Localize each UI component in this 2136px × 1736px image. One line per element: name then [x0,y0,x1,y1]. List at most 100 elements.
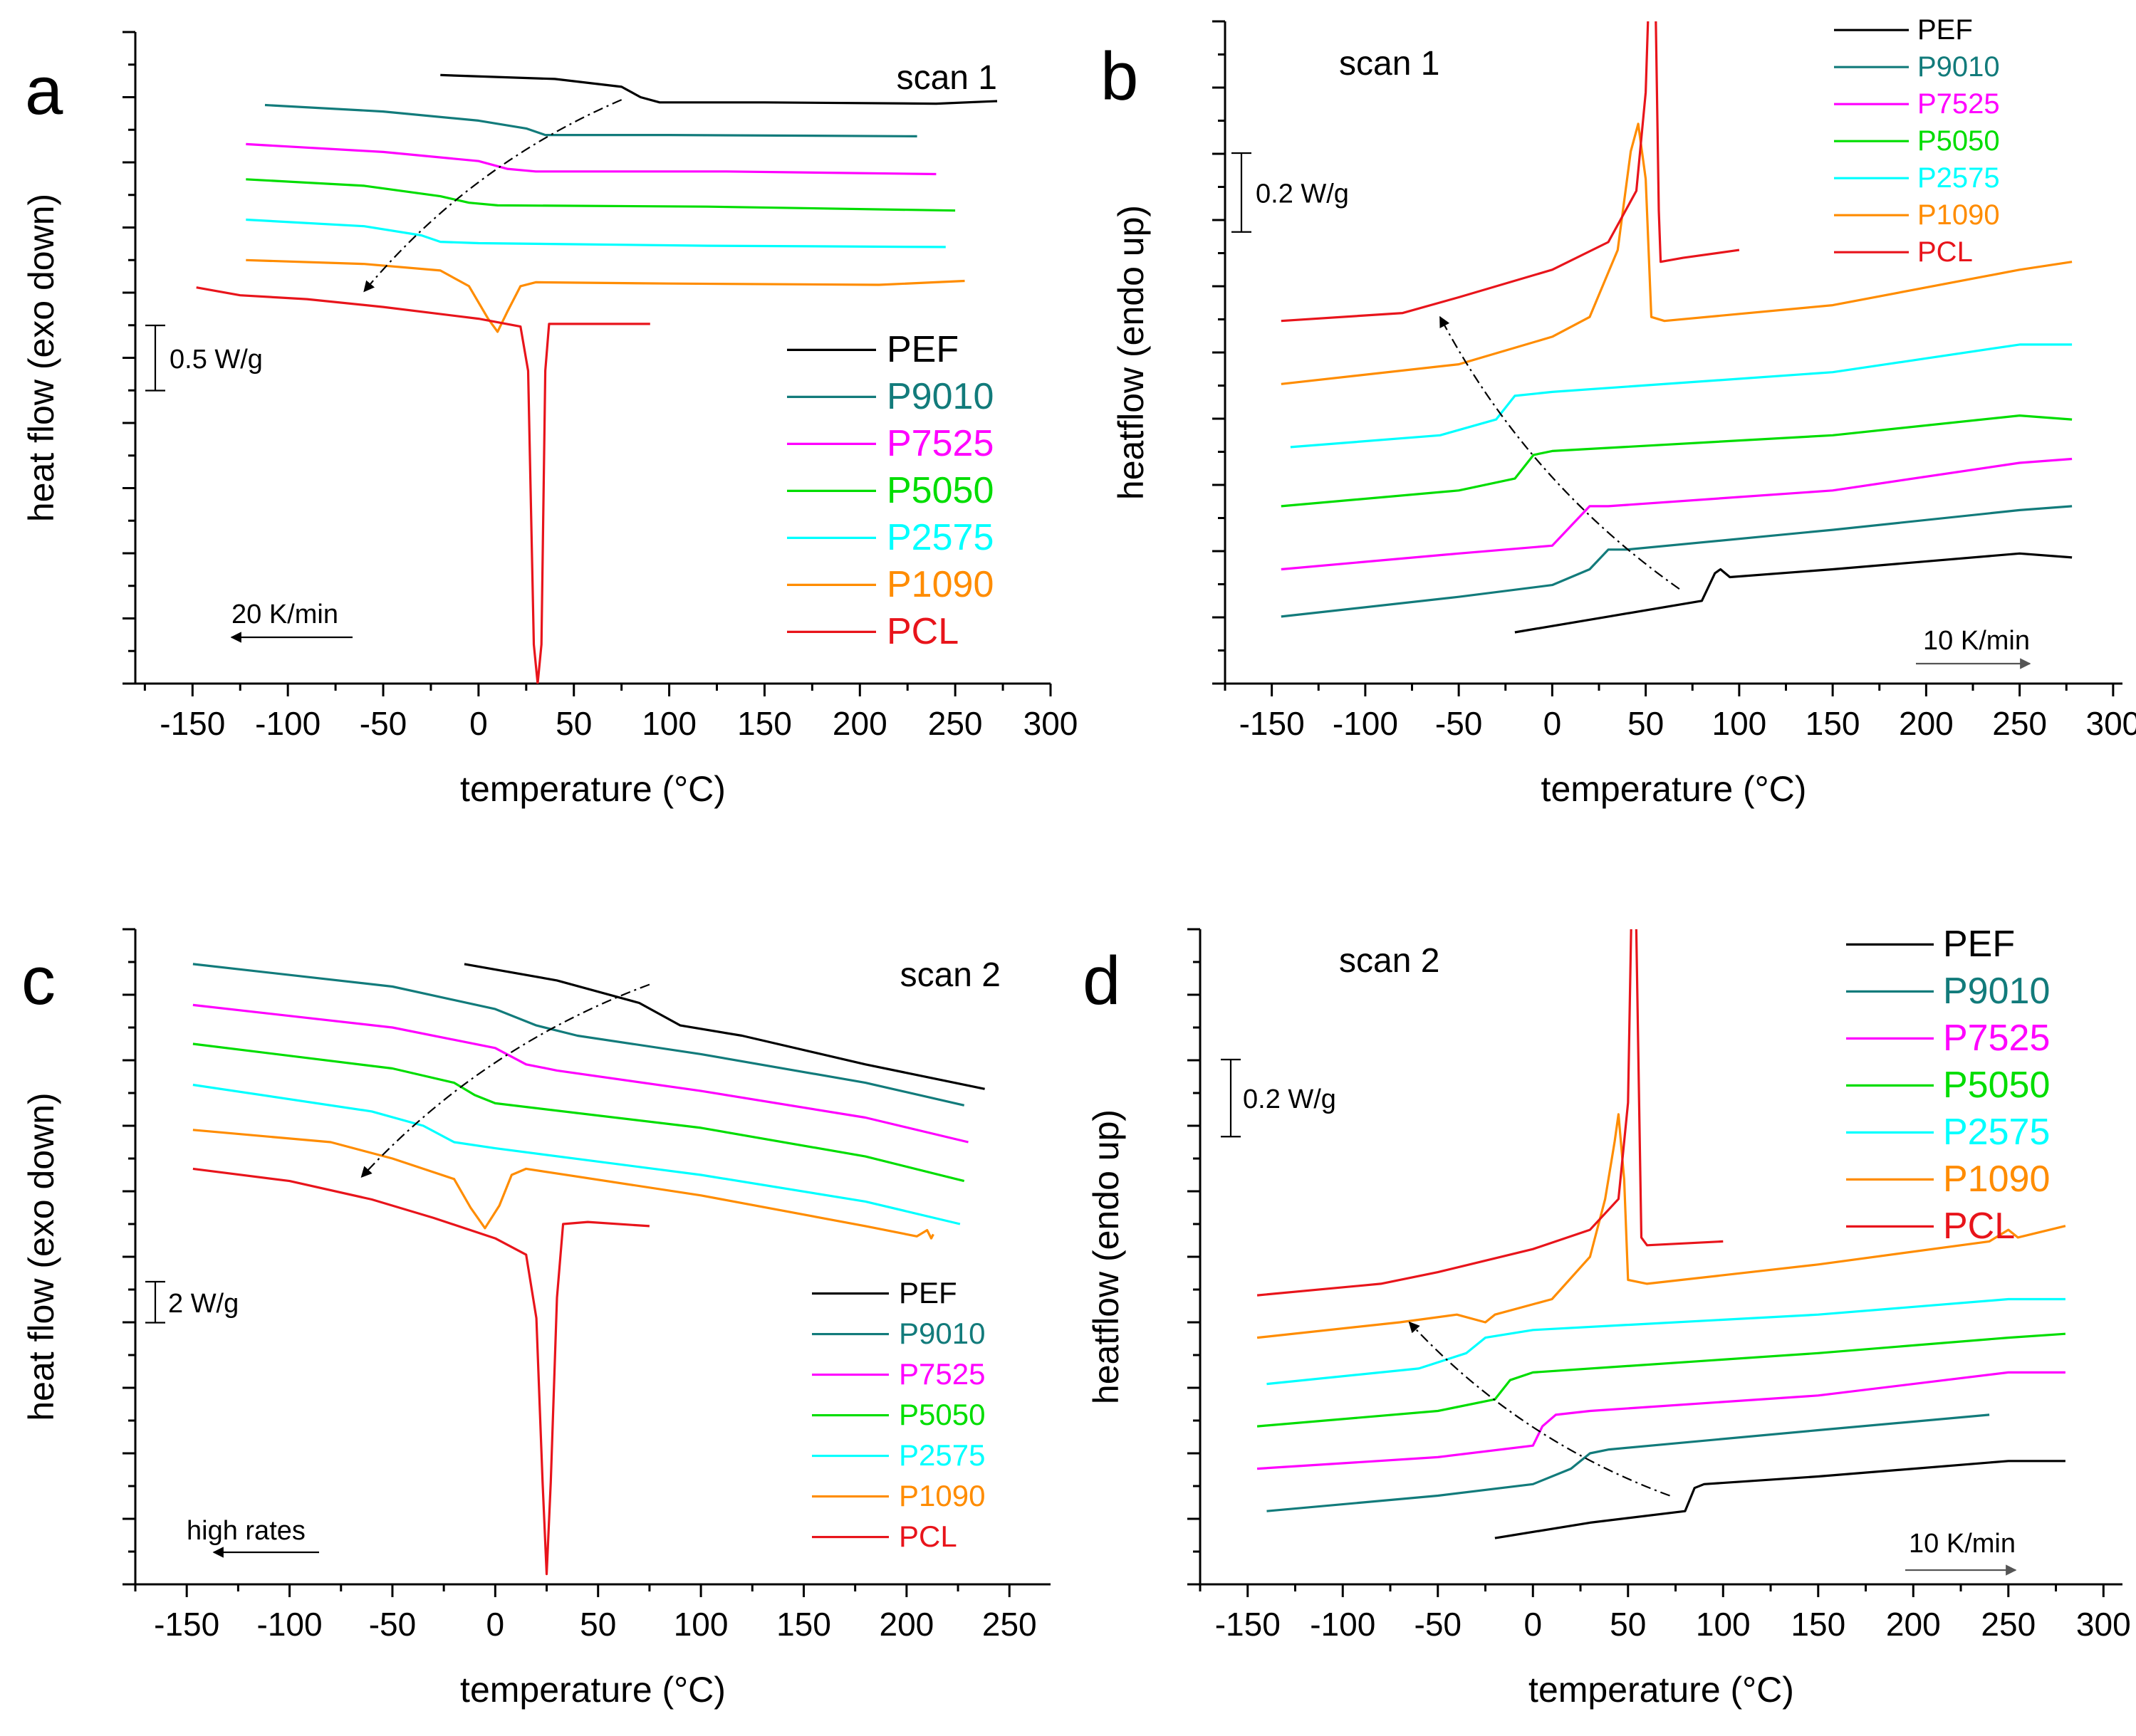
series-line-pef [440,73,998,105]
panel-d: -150 -100 -50 0 50 100 150 200 250 300 temperature… [1083,924,2131,1710]
guide-arrow [363,99,622,293]
series-group [1256,929,2066,1539]
scan-label: scan 1 [897,59,997,97]
legend-label: PCL [887,611,959,652]
series-line-p1090 [192,1129,934,1240]
x-tick-label: 0 [486,1606,505,1643]
series-group [1281,21,2073,634]
legend-label: P5050 [1943,1065,2050,1106]
legend: PEF P9010 P7525 P5050 P2575 P1090 PCL [812,1276,985,1553]
series-line-p2575 [1266,1297,2065,1386]
legend-label: P7525 [887,423,994,464]
x-tick-label: 200 [879,1606,934,1643]
series-line-pcl [192,1167,650,1576]
x-tick-label: 0 [1523,1606,1542,1643]
scan-label: scan 1 [1339,45,1439,83]
x-tick-label: 200 [1886,1606,1941,1643]
series-line-pef [464,963,985,1090]
series-line-p9010 [1266,1413,1990,1512]
x-tick-label: 0 [1543,705,1562,742]
guide-arrow [1408,1321,1670,1497]
series-group [196,73,998,684]
series-line-p2575 [192,1083,961,1225]
series-line-p1090 [1256,1113,2066,1339]
x-tick-label: 200 [833,705,887,742]
legend-label: PEF [899,1276,957,1309]
x-tick-label: 150 [776,1606,831,1643]
y-axis-title: heatflow (endo up) [1086,1109,1126,1404]
x-tick-label: 250 [1992,705,2047,742]
rate-label: high rates [187,1516,306,1546]
legend: PEF P9010 P7525 P5050 P2575 P1090 PCL [1834,14,2000,268]
legend: PEF P9010 P7525 P5050 P2575 P1090 PCL [787,329,994,652]
x-axis-title: temperature (°C) [460,769,726,809]
series-line-p2575 [1290,343,2073,449]
series-line-p9010 [1281,505,2073,618]
x-tick-label: -50 [1435,705,1482,742]
series-line-p1090 [1281,122,2073,385]
x-tick-label: -100 [1310,1606,1375,1643]
legend-label: P1090 [1943,1159,2050,1200]
series-line-p2575 [246,218,946,249]
series-line-p1090 [246,258,965,333]
legend-label: P5050 [899,1398,985,1431]
x-tick-label: 50 [1610,1606,1646,1643]
x-tick-label: 250 [982,1606,1037,1643]
legend-label: PCL [1917,236,1973,268]
x-tick-label: 300 [1023,705,1078,742]
series-line-p5050 [1281,414,2073,508]
legend-label: PCL [1943,1206,2015,1247]
legend-label: P1090 [1917,199,2000,231]
x-tick-label: -150 [1239,705,1305,742]
panel-letter: b [1100,38,1138,115]
legend-label: P5050 [1917,125,2000,157]
series-line-pcl [196,286,650,684]
legend-label: P2575 [887,517,994,558]
legend-label: P9010 [1917,51,2000,83]
series-group [192,963,985,1576]
scan-label: scan 2 [900,956,1001,994]
scan-label: scan 2 [1339,942,1439,980]
series-line-p5050 [192,1042,965,1183]
panel-letter: d [1083,943,1120,1019]
rate-label: 10 K/min [1909,1529,2016,1559]
x-tick-label: -150 [1215,1606,1281,1643]
x-tick-label: 300 [2086,705,2136,742]
legend-label: PCL [899,1520,957,1553]
legend-label: P1090 [899,1479,985,1512]
panel-b: -150 -100 -50 0 50 100 150 200 250 300 temperature… [1100,14,2136,809]
x-tick-label: 150 [737,705,792,742]
series-line-p9010 [192,963,965,1107]
x-tick-label: 100 [674,1606,729,1643]
panel-letter: a [25,53,63,129]
x-tick-label: 50 [556,705,592,742]
x-axis-title: temperature (°C) [1528,1670,1794,1710]
x-tick-label: -100 [257,1606,323,1643]
x-axis-title: temperature (°C) [1541,769,1807,809]
x-tick-label: 250 [1981,1606,2036,1643]
series-line-p5050 [1256,1332,2066,1428]
legend-label: PEF [1943,924,2015,965]
series-line-p9010 [264,103,917,137]
series-line-p7525 [1256,1371,2065,1470]
x-tick-label: -100 [1333,705,1398,742]
series-line-pcl [1281,21,1740,323]
y-axis-title: heatflow (endo up) [1111,205,1151,500]
legend-label: P9010 [1943,971,2050,1012]
legend-label: P2575 [1943,1112,2050,1153]
x-tick-label: -100 [255,705,321,742]
legend-label: P1090 [887,564,994,605]
legend-label: P9010 [887,376,994,417]
panel-letter: c [21,943,56,1019]
legend-label: P5050 [887,470,994,511]
x-tick-label: -150 [160,705,225,742]
legend: PEF P9010 P7525 P5050 P2575 P1090 PCL [1846,924,2050,1247]
x-tick-label: 150 [1806,705,1860,742]
x-tick-label: 100 [1712,705,1767,742]
series-line-p5050 [246,178,956,212]
x-tick-label: 300 [2076,1606,2131,1643]
x-tick-label: -50 [369,1606,416,1643]
x-axis-title: temperature (°C) [460,1670,726,1710]
legend-label: PEF [1917,14,1973,46]
scale-bar-label: 2 W/g [168,1289,239,1319]
